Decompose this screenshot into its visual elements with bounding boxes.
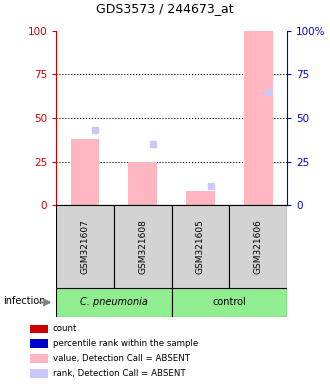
Bar <box>186 192 215 205</box>
Bar <box>56 205 114 288</box>
Text: control: control <box>213 297 246 308</box>
Text: C. pneumonia: C. pneumonia <box>80 297 148 308</box>
Bar <box>114 205 172 288</box>
Bar <box>172 205 229 288</box>
Text: GSM321606: GSM321606 <box>254 219 263 274</box>
Bar <box>71 139 99 205</box>
Text: infection: infection <box>3 296 45 306</box>
Bar <box>244 31 273 205</box>
Text: value, Detection Call = ABSENT: value, Detection Call = ABSENT <box>53 354 190 363</box>
Text: count: count <box>53 324 77 333</box>
Bar <box>128 162 157 205</box>
Bar <box>172 288 287 317</box>
Text: rank, Detection Call = ABSENT: rank, Detection Call = ABSENT <box>53 369 185 378</box>
Bar <box>30 369 48 377</box>
Bar <box>56 288 172 317</box>
Bar <box>30 354 48 363</box>
Text: GDS3573 / 244673_at: GDS3573 / 244673_at <box>96 2 234 15</box>
Bar <box>229 205 287 288</box>
Text: GSM321608: GSM321608 <box>138 219 147 274</box>
Text: GSM321605: GSM321605 <box>196 219 205 274</box>
Text: percentile rank within the sample: percentile rank within the sample <box>53 339 198 348</box>
Bar <box>30 324 48 333</box>
Text: GSM321607: GSM321607 <box>81 219 89 274</box>
Bar <box>30 339 48 348</box>
